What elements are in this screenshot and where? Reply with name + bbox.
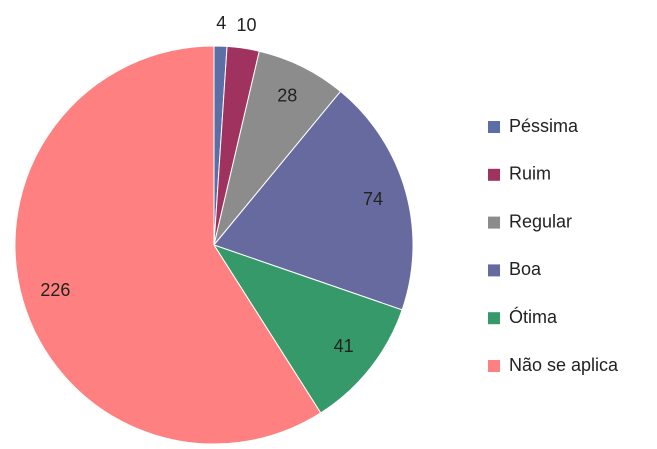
legend-label: Boa: [509, 259, 542, 279]
pie-slice: [213, 90, 414, 311]
legend-label: Ótima: [509, 306, 558, 327]
data-label: 4: [216, 13, 226, 33]
legend-swatch: [488, 121, 500, 133]
legend-label: Ruim: [509, 164, 551, 184]
data-label: 10: [236, 15, 256, 35]
pie-slice: [212, 244, 403, 414]
legend-label: Não se aplica: [509, 355, 619, 375]
data-label: 74: [363, 189, 383, 209]
legend-swatch: [488, 312, 500, 325]
legend-label: Péssima: [509, 116, 579, 136]
data-label: 41: [334, 336, 354, 356]
legend-swatch: [488, 168, 500, 181]
data-label: 226: [40, 280, 70, 300]
legend-swatch: [488, 216, 500, 229]
legend-label: Regular: [509, 211, 572, 231]
legend-swatch: [488, 360, 500, 372]
data-label: 28: [277, 86, 297, 106]
legend-swatch: [488, 264, 500, 277]
